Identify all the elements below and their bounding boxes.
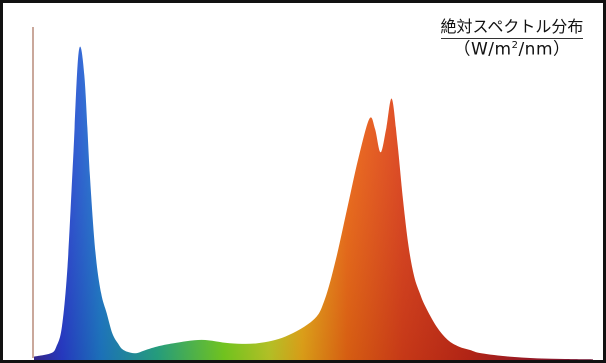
unit-label: 絶対スペクトル分布 （W/m2/nm） [437,17,587,61]
unit-label-line2: （W/m2/nm） [437,40,587,60]
unit-label-prefix: （W/m [453,40,512,61]
unit-label-suffix: /nm） [518,40,571,61]
unit-label-divider [441,38,583,40]
spectrum-area [34,46,593,360]
unit-label-superscript: 2 [511,40,519,52]
spectrum-shading [34,46,593,360]
unit-label-line1: 絶対スペクトル分布 [440,17,584,36]
series-layer [34,46,593,360]
spectrum-plot [32,27,593,360]
